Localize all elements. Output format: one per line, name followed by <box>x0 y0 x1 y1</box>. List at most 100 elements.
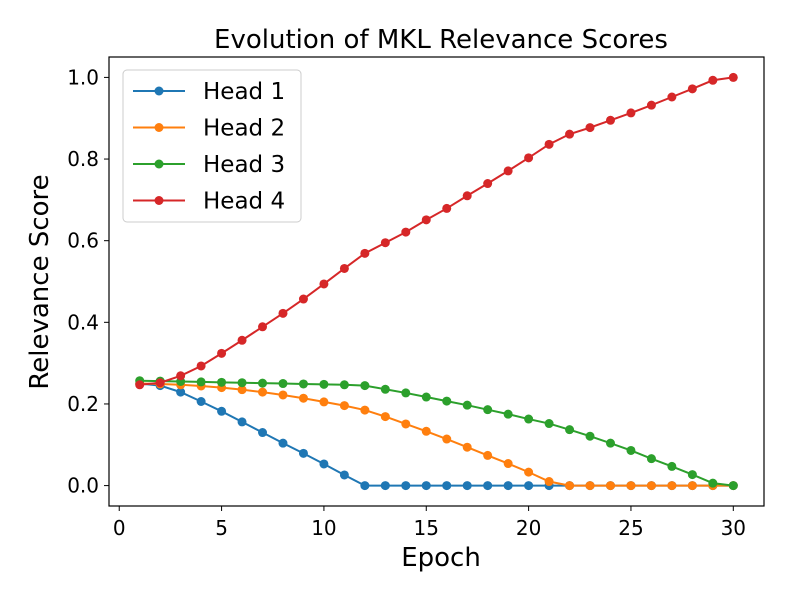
data-point <box>278 438 288 448</box>
data-point <box>626 445 636 455</box>
y-tick-label: 0.2 <box>67 392 99 416</box>
data-point <box>462 400 472 410</box>
data-point <box>319 397 329 407</box>
data-point <box>155 378 165 388</box>
data-point <box>687 470 697 480</box>
data-point <box>687 481 697 491</box>
data-point <box>503 166 513 176</box>
data-point <box>503 459 513 469</box>
data-point <box>237 385 247 395</box>
data-point <box>339 470 349 480</box>
data-point <box>360 248 370 258</box>
data-point <box>462 191 472 201</box>
data-point <box>646 454 656 464</box>
legend: Head 1 Head 2 Head 3 Head 4 <box>122 69 302 223</box>
data-point <box>278 379 288 389</box>
x-tick-label: 20 <box>516 516 541 540</box>
series-2 <box>135 379 738 491</box>
data-point <box>503 409 513 419</box>
data-point <box>442 481 452 491</box>
x-tick-label: 25 <box>618 516 643 540</box>
data-point <box>319 459 329 469</box>
data-point <box>237 335 247 345</box>
data-point <box>442 434 452 444</box>
data-point <box>196 361 206 371</box>
x-tick-label: 0 <box>113 516 126 540</box>
x-tick-label: 30 <box>721 516 746 540</box>
data-point <box>217 348 227 358</box>
data-point <box>687 84 697 94</box>
data-point <box>278 390 288 400</box>
legend-marker <box>154 86 164 96</box>
data-point <box>708 478 718 488</box>
data-point <box>667 92 677 102</box>
y-tick-label: 0.6 <box>67 229 99 253</box>
data-point <box>483 450 493 460</box>
x-tick-label: 5 <box>215 516 228 540</box>
data-point <box>380 412 390 422</box>
data-point <box>258 428 268 438</box>
data-point <box>401 419 411 429</box>
data-point <box>278 308 288 318</box>
data-point <box>258 378 268 388</box>
data-point <box>544 419 554 429</box>
data-point <box>298 393 308 403</box>
y-axis-ticks: 0.0 0.2 0.4 0.6 0.8 1.0 <box>67 65 109 498</box>
data-point <box>544 139 554 149</box>
data-point <box>196 397 206 407</box>
data-point <box>524 414 534 424</box>
data-point <box>176 371 186 381</box>
data-point <box>565 129 575 139</box>
plot-frame <box>108 56 765 507</box>
data-point <box>217 377 227 387</box>
data-point <box>380 238 390 248</box>
data-point <box>442 396 452 406</box>
data-point <box>565 481 575 491</box>
plot-content <box>135 72 738 491</box>
x-axis-ticks: 0 5 10 15 20 25 30 <box>113 506 746 540</box>
data-point <box>646 481 656 491</box>
data-point <box>605 115 615 125</box>
data-point <box>258 387 268 397</box>
data-point <box>728 481 738 491</box>
data-point <box>565 425 575 435</box>
y-tick-label: 0.0 <box>67 474 99 498</box>
y-tick-label: 0.8 <box>67 147 99 171</box>
data-point <box>421 392 431 402</box>
data-point <box>339 380 349 390</box>
y-axis-label: Relevance Score <box>25 174 55 389</box>
data-point <box>401 227 411 237</box>
data-point <box>585 481 595 491</box>
data-point <box>217 406 227 416</box>
data-point <box>380 481 390 491</box>
x-tick-label: 15 <box>414 516 439 540</box>
series-4 <box>135 72 738 390</box>
data-point <box>483 405 493 415</box>
data-point <box>339 263 349 273</box>
data-point <box>442 203 452 213</box>
data-point <box>667 481 677 491</box>
data-point <box>626 108 636 118</box>
data-point <box>360 481 370 491</box>
legend-marker <box>154 196 164 205</box>
data-point <box>421 481 431 491</box>
data-point <box>298 448 308 458</box>
data-point <box>483 481 493 491</box>
data-point <box>667 461 677 471</box>
legend-label: Head 2 <box>203 116 285 142</box>
legend-label: Head 1 <box>203 79 285 105</box>
data-point <box>503 481 513 491</box>
data-point <box>401 481 411 491</box>
data-point <box>196 377 206 387</box>
data-point <box>135 380 145 390</box>
data-point <box>380 384 390 394</box>
legend-marker <box>154 159 164 169</box>
data-point <box>237 378 247 388</box>
data-point <box>544 477 554 487</box>
chart-title: Evolution of MKL Relevance Scores <box>214 25 668 55</box>
data-point <box>585 123 595 133</box>
data-point <box>298 379 308 389</box>
data-point <box>237 417 247 427</box>
